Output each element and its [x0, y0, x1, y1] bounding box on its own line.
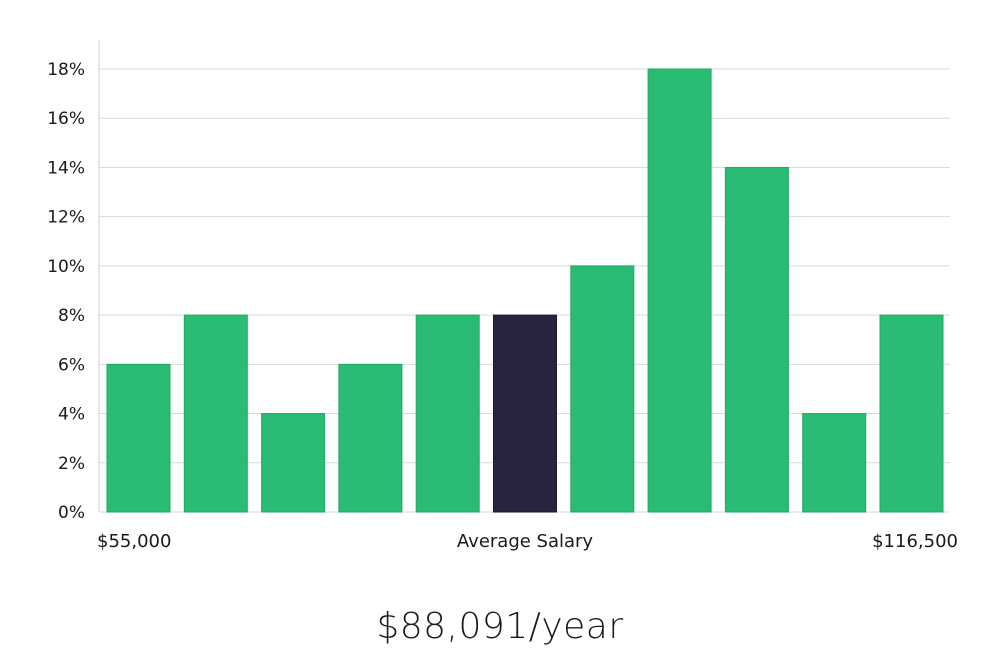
bar-highlighted	[493, 314, 557, 513]
y-tick-label: 14%	[47, 158, 85, 178]
y-tick-label: 10%	[47, 257, 85, 277]
y-tick-label: 8%	[58, 306, 85, 326]
bar	[338, 363, 403, 513]
bar	[724, 166, 789, 513]
bar	[106, 363, 171, 513]
y-tick-label: 18%	[47, 60, 85, 80]
y-tick-label: 6%	[58, 355, 85, 375]
y-axis-ticks: 0% 2% 4% 6% 8% 10% 12% 14% 16% 18%	[47, 60, 85, 523]
y-tick-label: 16%	[47, 109, 85, 129]
bar	[570, 265, 635, 513]
x-axis-title: Average Salary	[457, 531, 594, 552]
bar	[183, 314, 248, 513]
bar	[802, 413, 867, 513]
y-tick-label: 2%	[58, 454, 85, 474]
bar	[415, 314, 480, 513]
y-tick-label: 4%	[58, 405, 85, 425]
bars	[106, 68, 944, 513]
y-tick-label: 12%	[47, 208, 85, 228]
bar	[879, 314, 944, 513]
x-axis-max-label: $116,500	[872, 531, 958, 552]
y-tick-label: 0%	[58, 503, 85, 523]
bar	[261, 413, 326, 513]
average-salary-value: $88,091/year	[376, 606, 624, 647]
x-axis-min-label: $55,000	[97, 531, 171, 552]
bar	[647, 68, 712, 513]
